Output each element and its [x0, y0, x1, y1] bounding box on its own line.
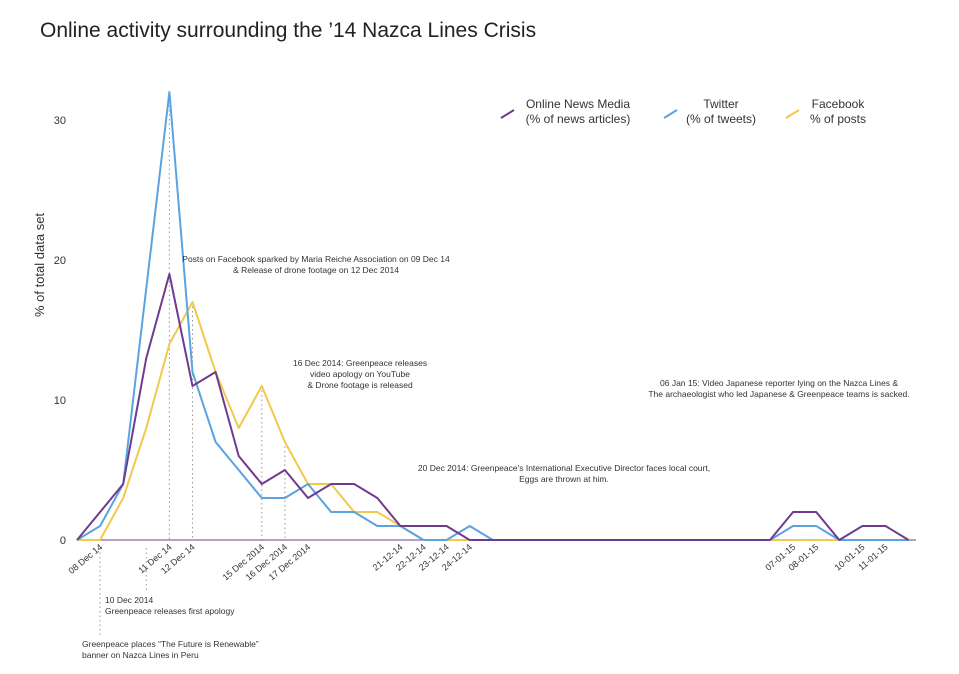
y-tick-label: 10 — [54, 395, 66, 407]
chart-title: Online activity surrounding the ’14 Nazc… — [40, 19, 536, 42]
series-line-2 — [77, 301, 909, 541]
legend-label-1: Twitter (% of tweets) — [686, 97, 756, 126]
legend: Online News Media (% of news articles) Twi… — [500, 97, 866, 126]
annotation-4: 10 Dec 2014 Greenpeace releases first apo… — [105, 595, 235, 616]
annotation-3: 06 Jan 15: Video Japanese reporter lying… — [648, 378, 909, 399]
series-line-0 — [76, 273, 910, 541]
y-axis-label: % of total data set — [32, 213, 47, 317]
annotation-0: Posts on Facebook sparked by Maria Reich… — [182, 254, 450, 275]
y-tick-label: 30 — [54, 115, 66, 127]
legend-swatch-0 — [500, 109, 515, 119]
guide-lines — [99, 92, 286, 636]
series-lines — [76, 91, 910, 541]
annotation-5: Greenpeace places “The Future is Renewab… — [82, 639, 259, 660]
annotations: Posts on Facebook sparked by Maria Reich… — [82, 254, 910, 660]
annotation-1: 16 Dec 2014: Greenpeace releases video ap… — [293, 358, 427, 390]
y-ticks: 0 10 20 30 — [54, 115, 66, 547]
legend-label-0: Online News Media (% of news articles) — [526, 97, 631, 126]
y-tick-label: 0 — [60, 535, 66, 547]
x-tick-label: 08 Dec 14 — [67, 542, 105, 576]
annotation-2: 20 Dec 2014: Greenpeace's International … — [418, 463, 710, 484]
legend-swatch-1 — [663, 109, 678, 119]
y-tick-label: 20 — [54, 255, 66, 267]
legend-label-2: Facebook% of posts — [810, 97, 866, 126]
legend-swatch-2 — [785, 109, 800, 119]
